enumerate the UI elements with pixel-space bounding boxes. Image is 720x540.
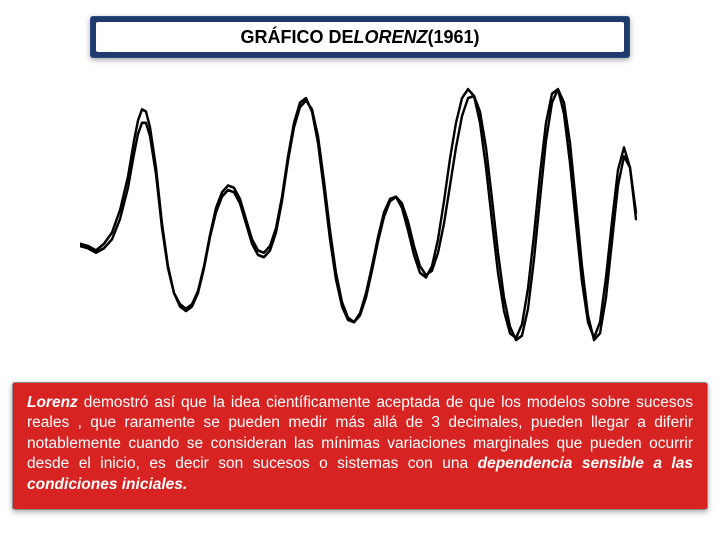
caption-lead: Lorenz <box>27 394 78 411</box>
title-banner: GRÁFICO DE LORENZ (1961) <box>90 16 630 58</box>
title-italic: LORENZ <box>353 27 427 48</box>
chart-series <box>80 89 636 340</box>
title-prefix: GRÁFICO DE <box>240 27 353 48</box>
chart-series <box>80 89 636 338</box>
caption-box: Lorenz demostró así que la idea científi… <box>12 382 708 510</box>
title-suffix: (1961) <box>427 27 479 48</box>
title-inner: GRÁFICO DE LORENZ (1961) <box>96 22 624 52</box>
lorenz-chart <box>80 78 640 358</box>
chart-svg <box>80 78 640 358</box>
